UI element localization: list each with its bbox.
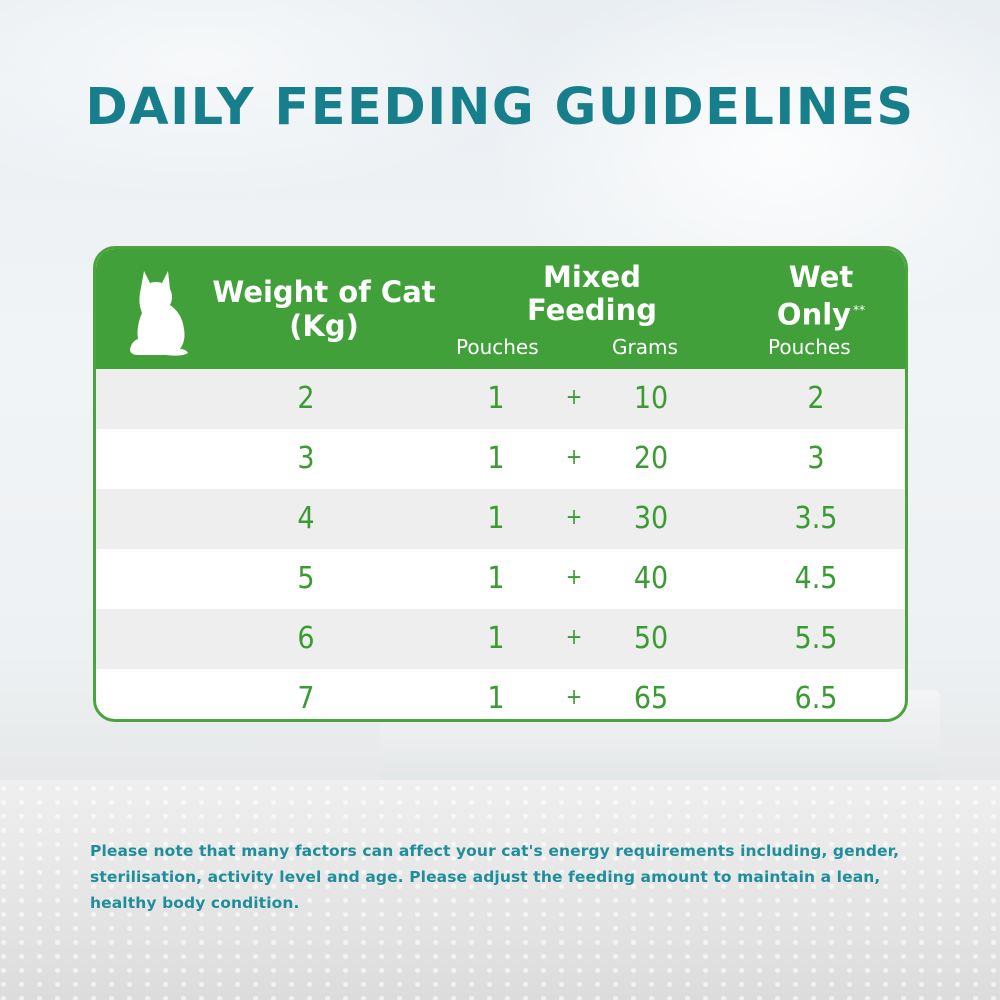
subheader-wet-pouches: Pouches — [768, 335, 851, 359]
header-weight-label: Weight of Cat — [212, 275, 436, 309]
cell-grams: 65 — [633, 681, 669, 716]
subheader-pouches: Pouches — [456, 335, 539, 359]
cell-plus: + — [565, 385, 583, 410]
page-title: DAILY FEEDING GUIDELINES — [85, 78, 915, 137]
cell-wet-pouches: 3 — [807, 441, 825, 476]
header-weight: Weight of Cat (Kg) — [204, 275, 444, 343]
cell-grams: 40 — [633, 561, 669, 596]
cell-plus: + — [565, 505, 583, 530]
cell-grams: 20 — [633, 441, 669, 476]
subheader-grams: Grams — [612, 335, 678, 359]
header-mixed-feeding: Mixed Feeding — [506, 261, 678, 327]
cell-grams: 50 — [633, 621, 669, 656]
cell-weight: 3 — [297, 441, 315, 476]
cell-weight: 7 — [297, 681, 315, 716]
cell-weight: 4 — [297, 501, 315, 536]
cell-weight: 6 — [297, 621, 315, 656]
header-wet-only: Wet Only ** — [766, 261, 876, 332]
cell-wet-pouches: 3.5 — [794, 501, 838, 536]
cell-pouches: 1 — [487, 501, 505, 536]
cell-wet-pouches: 4.5 — [794, 561, 838, 596]
table-row: 5 1 + 40 4.5 — [96, 549, 905, 609]
cell-pouches: 1 — [487, 381, 505, 416]
cell-plus: + — [565, 565, 583, 590]
cell-pouches: 1 — [487, 681, 505, 716]
table-header: Weight of Cat (Kg) Mixed Feeding Wet Onl… — [96, 249, 905, 369]
background-carpet — [0, 780, 1000, 1000]
header-wet-label: Only — [776, 297, 852, 332]
cat-silhouette-icon — [130, 271, 188, 356]
table-body: 2 1 + 10 2 3 1 + 20 3 4 1 + 30 3.5 5 1 +… — [96, 369, 905, 719]
cell-plus: + — [565, 625, 583, 650]
cell-grams: 30 — [633, 501, 669, 536]
feeding-table: Weight of Cat (Kg) Mixed Feeding Wet Onl… — [93, 246, 908, 722]
table-row: 3 1 + 20 3 — [96, 429, 905, 489]
header-wet-line1: Wet — [788, 260, 854, 294]
cell-wet-pouches: 6.5 — [794, 681, 838, 716]
cell-plus: + — [565, 685, 583, 710]
feeding-note: Please note that many factors can affect… — [90, 841, 900, 912]
header-wet-marker: ** — [853, 303, 866, 317]
table-row: 2 1 + 10 2 — [96, 369, 905, 429]
cell-pouches: 1 — [487, 561, 505, 596]
cell-pouches: 1 — [487, 441, 505, 476]
cell-weight: 2 — [297, 381, 315, 416]
header-wet-line2: Only ** — [766, 294, 876, 332]
header-mixed-line1: Mixed — [543, 260, 641, 294]
table-row: 6 1 + 50 5.5 — [96, 609, 905, 669]
cell-plus: + — [565, 445, 583, 470]
cell-pouches: 1 — [487, 621, 505, 656]
table-row: 4 1 + 30 3.5 — [96, 489, 905, 549]
cell-weight: 5 — [297, 561, 315, 596]
header-weight-unit: (Kg) — [289, 309, 359, 343]
header-mixed-line2: Feeding — [526, 293, 658, 327]
cell-wet-pouches: 5.5 — [794, 621, 838, 656]
cell-grams: 10 — [633, 381, 669, 416]
table-row: 7 1 + 65 6.5 — [96, 669, 905, 719]
cell-wet-pouches: 2 — [807, 381, 825, 416]
